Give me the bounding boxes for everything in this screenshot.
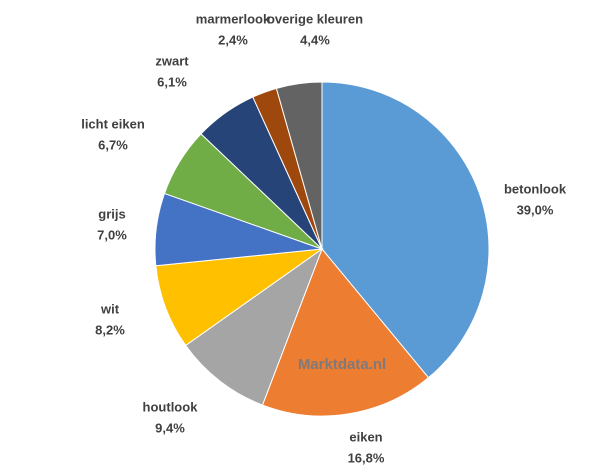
slice-value-label: 8,2% <box>95 322 125 337</box>
slice-label: marmerlook <box>196 11 271 26</box>
slice-label: overige kleuren <box>267 11 363 26</box>
pie-slice <box>184 247 324 406</box>
slice-label: wit <box>100 301 120 316</box>
slice-value-label: 6,7% <box>98 137 128 152</box>
watermark: Marktdata.nl <box>298 356 386 373</box>
slice-value-label: 9,4% <box>155 420 185 435</box>
slice-label: betonlook <box>504 181 567 196</box>
pie-slice <box>321 81 490 379</box>
slice-value-label: 2,4% <box>218 32 248 47</box>
slice-value-label: 6,1% <box>157 74 187 89</box>
pie-slice <box>275 81 323 250</box>
slice-label: zwart <box>155 53 189 68</box>
slice-label: grijs <box>98 206 125 221</box>
slice-label: licht eiken <box>81 116 145 131</box>
pie-slice <box>261 248 430 417</box>
slice-value-label: 16,8% <box>348 450 385 465</box>
slice-value-label: 7,0% <box>97 227 127 242</box>
slice-label: houtlook <box>143 399 199 414</box>
slice-label: eiken <box>349 429 382 444</box>
slice-value-label: 4,4% <box>300 32 330 47</box>
slice-value-label: 39,0% <box>517 202 554 217</box>
